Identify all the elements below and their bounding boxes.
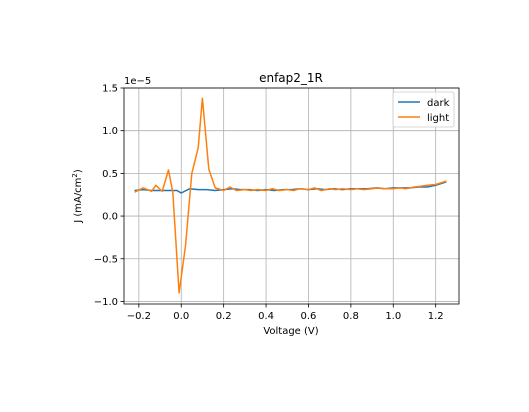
y-axis-label-tail: )	[73, 169, 84, 173]
y-tick-label: −1.0	[94, 297, 118, 308]
legend-box	[392, 91, 455, 128]
plot-frame	[123, 87, 460, 305]
x-tick-label: 0.6	[301, 311, 317, 322]
series-line-light	[134, 97, 447, 294]
legend-label-light: light	[427, 113, 449, 124]
x-tick-label: 0.4	[258, 311, 274, 322]
legend: dark light	[392, 91, 455, 128]
legend-label-dark: dark	[427, 98, 450, 109]
chart-title: enfap2_1R	[259, 71, 323, 85]
y-axis-label-base: J (mA/cm	[73, 178, 84, 224]
series-lines	[134, 97, 447, 294]
y-tick-label: −0.5	[94, 254, 118, 265]
y-tick-label: 0.5	[102, 169, 118, 180]
y-axis-label: J (mA/cm2)	[71, 169, 84, 224]
y-tick-label: 1.0	[102, 126, 118, 137]
axis-ticks: −0.2 0.0 0.2 0.4 0.6 0.8 1.0 1.2 −1.0 −0.5 0.0 0.5 1…	[94, 84, 444, 323]
x-axis-label: Voltage (V)	[263, 326, 318, 337]
x-tick-label: −0.2	[127, 311, 151, 322]
x-tick-label: 0.2	[216, 311, 232, 322]
x-tick-label: 0.8	[343, 311, 359, 322]
y-axis-label-superscript: 2	[71, 173, 79, 177]
y-tick-label: 0.0	[102, 212, 118, 223]
x-tick-label: 1.0	[385, 311, 401, 322]
y-offset-text: 1e−5	[124, 76, 151, 87]
x-tick-label: 1.2	[428, 311, 444, 322]
x-tick-label: 0.0	[173, 311, 189, 322]
y-tick-label: 1.5	[102, 84, 118, 95]
